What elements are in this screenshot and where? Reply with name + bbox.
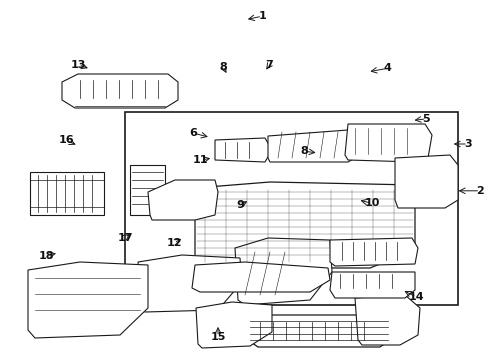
Polygon shape xyxy=(28,262,148,338)
Polygon shape xyxy=(345,124,432,162)
Text: 8: 8 xyxy=(300,146,308,156)
Polygon shape xyxy=(30,172,104,215)
Polygon shape xyxy=(235,238,332,305)
Text: 6: 6 xyxy=(190,128,197,138)
Polygon shape xyxy=(330,238,418,266)
Text: 15: 15 xyxy=(210,332,226,342)
Polygon shape xyxy=(215,138,272,162)
Text: 7: 7 xyxy=(266,60,273,70)
Text: 4: 4 xyxy=(383,63,391,73)
Polygon shape xyxy=(268,130,358,162)
Polygon shape xyxy=(138,255,242,312)
Polygon shape xyxy=(62,74,178,108)
Polygon shape xyxy=(130,165,165,215)
Text: 10: 10 xyxy=(365,198,380,208)
Text: 13: 13 xyxy=(71,60,86,70)
Text: 14: 14 xyxy=(409,292,424,302)
Text: 2: 2 xyxy=(476,186,484,196)
Text: 9: 9 xyxy=(236,200,244,210)
Text: 17: 17 xyxy=(117,233,133,243)
Text: 3: 3 xyxy=(464,139,472,149)
Text: 16: 16 xyxy=(58,135,74,145)
Text: 11: 11 xyxy=(193,155,209,165)
Polygon shape xyxy=(148,180,218,220)
Polygon shape xyxy=(395,155,458,208)
Polygon shape xyxy=(192,262,330,292)
Text: 1: 1 xyxy=(258,11,266,21)
Polygon shape xyxy=(195,182,415,268)
Text: 5: 5 xyxy=(422,114,430,124)
Polygon shape xyxy=(196,302,272,348)
Polygon shape xyxy=(125,112,458,305)
Polygon shape xyxy=(330,272,415,298)
Polygon shape xyxy=(248,315,390,347)
Text: 18: 18 xyxy=(39,251,54,261)
Polygon shape xyxy=(355,295,420,345)
Text: 12: 12 xyxy=(166,238,182,248)
Text: 8: 8 xyxy=(219,62,227,72)
